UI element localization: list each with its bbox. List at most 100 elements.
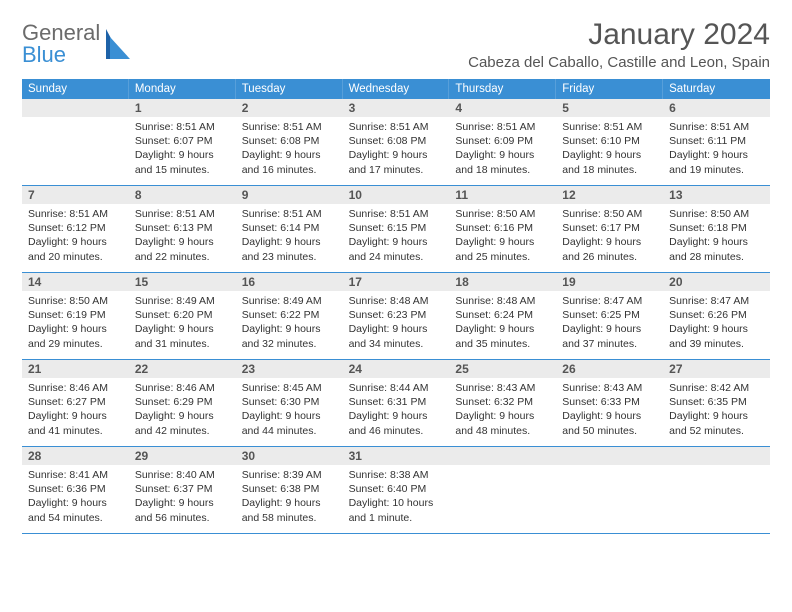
day-details [663, 465, 770, 525]
day-detail-line: Sunrise: 8:38 AM [349, 468, 444, 482]
day-detail-line: Sunrise: 8:51 AM [242, 120, 337, 134]
day-number: 12 [556, 186, 663, 204]
day-detail-line: Sunset: 6:19 PM [28, 308, 123, 322]
day-detail-line: Sunset: 6:13 PM [135, 221, 230, 235]
day-detail-line: Sunset: 6:18 PM [669, 221, 764, 235]
day-number: 21 [22, 360, 129, 378]
day-detail-line: Sunrise: 8:47 AM [562, 294, 657, 308]
day-details: Sunrise: 8:50 AMSunset: 6:16 PMDaylight:… [449, 204, 556, 270]
day-detail-line: Sunset: 6:25 PM [562, 308, 657, 322]
day-number: 3 [343, 99, 450, 117]
day-number: 1 [129, 99, 236, 117]
day-cell: 5Sunrise: 8:51 AMSunset: 6:10 PMDaylight… [556, 99, 663, 185]
day-detail-line: Sunrise: 8:50 AM [669, 207, 764, 221]
day-detail-line: Daylight: 9 hours and 15 minutes. [135, 148, 230, 176]
day-cell: 12Sunrise: 8:50 AMSunset: 6:17 PMDayligh… [556, 186, 663, 272]
day-details: Sunrise: 8:40 AMSunset: 6:37 PMDaylight:… [129, 465, 236, 531]
day-cell: 20Sunrise: 8:47 AMSunset: 6:26 PMDayligh… [663, 273, 770, 359]
location-subtitle: Cabeza del Caballo, Castille and Leon, S… [468, 54, 770, 71]
weekday-header: Tuesday [236, 79, 343, 99]
day-details: Sunrise: 8:51 AMSunset: 6:07 PMDaylight:… [129, 117, 236, 183]
day-number: 19 [556, 273, 663, 291]
day-number: 22 [129, 360, 236, 378]
day-cell: 2Sunrise: 8:51 AMSunset: 6:08 PMDaylight… [236, 99, 343, 185]
day-detail-line: Sunset: 6:17 PM [562, 221, 657, 235]
day-details: Sunrise: 8:48 AMSunset: 6:23 PMDaylight:… [343, 291, 450, 357]
day-detail-line: Sunset: 6:40 PM [349, 482, 444, 496]
day-cell: 9Sunrise: 8:51 AMSunset: 6:14 PMDaylight… [236, 186, 343, 272]
day-detail-line: Daylight: 9 hours and 19 minutes. [669, 148, 764, 176]
day-detail-line: Sunrise: 8:39 AM [242, 468, 337, 482]
day-detail-line: Daylight: 9 hours and 16 minutes. [242, 148, 337, 176]
day-number: 8 [129, 186, 236, 204]
day-detail-line: Daylight: 9 hours and 58 minutes. [242, 496, 337, 524]
day-detail-line: Sunrise: 8:47 AM [669, 294, 764, 308]
day-detail-line: Daylight: 9 hours and 48 minutes. [455, 409, 550, 437]
day-cell: 28Sunrise: 8:41 AMSunset: 6:36 PMDayligh… [22, 447, 129, 533]
week-row: 14Sunrise: 8:50 AMSunset: 6:19 PMDayligh… [22, 273, 770, 360]
day-detail-line: Sunset: 6:23 PM [349, 308, 444, 322]
day-details: Sunrise: 8:50 AMSunset: 6:19 PMDaylight:… [22, 291, 129, 357]
day-number: 23 [236, 360, 343, 378]
day-number: 11 [449, 186, 556, 204]
day-details [556, 465, 663, 525]
day-details: Sunrise: 8:51 AMSunset: 6:08 PMDaylight:… [236, 117, 343, 183]
day-number: 26 [556, 360, 663, 378]
day-detail-line: Daylight: 9 hours and 24 minutes. [349, 235, 444, 263]
day-details: Sunrise: 8:49 AMSunset: 6:22 PMDaylight:… [236, 291, 343, 357]
day-detail-line: Sunrise: 8:51 AM [349, 120, 444, 134]
day-detail-line: Sunset: 6:24 PM [455, 308, 550, 322]
month-title: January 2024 [468, 18, 770, 52]
day-detail-line: Daylight: 9 hours and 46 minutes. [349, 409, 444, 437]
day-detail-line: Daylight: 9 hours and 18 minutes. [562, 148, 657, 176]
day-detail-line: Daylight: 9 hours and 18 minutes. [455, 148, 550, 176]
week-row: 28Sunrise: 8:41 AMSunset: 6:36 PMDayligh… [22, 447, 770, 534]
day-details: Sunrise: 8:51 AMSunset: 6:09 PMDaylight:… [449, 117, 556, 183]
day-cell: 23Sunrise: 8:45 AMSunset: 6:30 PMDayligh… [236, 360, 343, 446]
day-number: 2 [236, 99, 343, 117]
day-detail-line: Sunset: 6:11 PM [669, 134, 764, 148]
day-cell [663, 447, 770, 533]
day-cell: 16Sunrise: 8:49 AMSunset: 6:22 PMDayligh… [236, 273, 343, 359]
weekday-header: Thursday [449, 79, 556, 99]
day-details: Sunrise: 8:51 AMSunset: 6:12 PMDaylight:… [22, 204, 129, 270]
day-details: Sunrise: 8:51 AMSunset: 6:08 PMDaylight:… [343, 117, 450, 183]
day-detail-line: Sunrise: 8:42 AM [669, 381, 764, 395]
day-detail-line: Sunset: 6:20 PM [135, 308, 230, 322]
day-detail-line: Sunrise: 8:51 AM [562, 120, 657, 134]
day-detail-line: Sunset: 6:22 PM [242, 308, 337, 322]
day-detail-line: Sunrise: 8:51 AM [242, 207, 337, 221]
day-detail-line: Sunset: 6:30 PM [242, 395, 337, 409]
day-detail-line: Daylight: 9 hours and 32 minutes. [242, 322, 337, 350]
day-cell: 21Sunrise: 8:46 AMSunset: 6:27 PMDayligh… [22, 360, 129, 446]
logo-word-blue: Blue [22, 42, 66, 67]
day-details: Sunrise: 8:41 AMSunset: 6:36 PMDaylight:… [22, 465, 129, 531]
day-number: 24 [343, 360, 450, 378]
weekday-header: Wednesday [343, 79, 450, 99]
day-detail-line: Sunset: 6:15 PM [349, 221, 444, 235]
day-detail-line: Sunset: 6:33 PM [562, 395, 657, 409]
day-cell: 11Sunrise: 8:50 AMSunset: 6:16 PMDayligh… [449, 186, 556, 272]
day-details: Sunrise: 8:51 AMSunset: 6:10 PMDaylight:… [556, 117, 663, 183]
day-detail-line: Daylight: 9 hours and 42 minutes. [135, 409, 230, 437]
day-detail-line: Daylight: 9 hours and 23 minutes. [242, 235, 337, 263]
weekday-header: Friday [556, 79, 663, 99]
day-detail-line: Daylight: 9 hours and 28 minutes. [669, 235, 764, 263]
day-detail-line: Sunset: 6:36 PM [28, 482, 123, 496]
day-details [449, 465, 556, 525]
day-number [556, 447, 663, 465]
day-detail-line: Sunset: 6:14 PM [242, 221, 337, 235]
day-detail-line: Sunset: 6:16 PM [455, 221, 550, 235]
day-detail-line: Sunrise: 8:48 AM [455, 294, 550, 308]
day-cell: 24Sunrise: 8:44 AMSunset: 6:31 PMDayligh… [343, 360, 450, 446]
day-details: Sunrise: 8:50 AMSunset: 6:17 PMDaylight:… [556, 204, 663, 270]
day-detail-line: Sunset: 6:26 PM [669, 308, 764, 322]
day-cell: 26Sunrise: 8:43 AMSunset: 6:33 PMDayligh… [556, 360, 663, 446]
page-header: General Blue January 2024 Cabeza del Cab… [22, 18, 770, 71]
day-cell: 1Sunrise: 8:51 AMSunset: 6:07 PMDaylight… [129, 99, 236, 185]
day-cell: 10Sunrise: 8:51 AMSunset: 6:15 PMDayligh… [343, 186, 450, 272]
day-detail-line: Sunrise: 8:51 AM [28, 207, 123, 221]
day-cell: 4Sunrise: 8:51 AMSunset: 6:09 PMDaylight… [449, 99, 556, 185]
brand-logo: General Blue [22, 18, 132, 66]
day-detail-line: Sunrise: 8:50 AM [562, 207, 657, 221]
